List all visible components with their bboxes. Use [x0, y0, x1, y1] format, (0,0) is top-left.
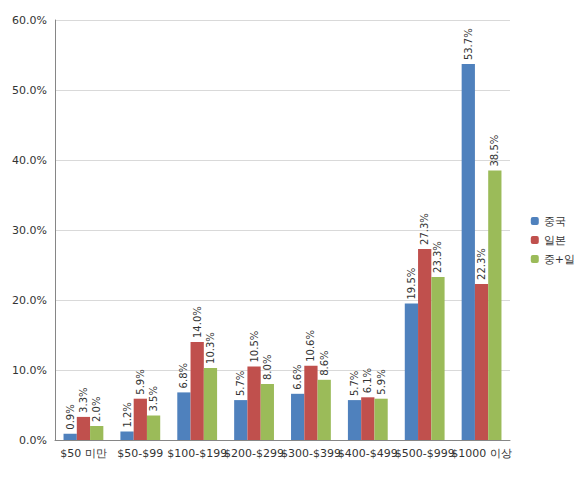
svg-text:53.7%: 53.7% — [463, 28, 474, 60]
svg-text:$1000 이상: $1000 이상 — [451, 447, 512, 460]
svg-text:10.3%: 10.3% — [205, 332, 216, 364]
svg-text:5.7%: 5.7% — [349, 371, 360, 396]
svg-text:0.9%: 0.9% — [65, 404, 76, 429]
svg-text:20.0%: 20.0% — [12, 294, 47, 307]
svg-text:일본: 일본 — [544, 234, 566, 247]
svg-text:중국: 중국 — [544, 215, 566, 228]
svg-text:6.6%: 6.6% — [292, 364, 303, 389]
svg-text:$100-$199: $100-$199 — [167, 447, 227, 460]
svg-text:$50-$99: $50-$99 — [117, 447, 163, 460]
svg-text:$400-$499: $400-$499 — [338, 447, 398, 460]
svg-text:$300-$399: $300-$399 — [281, 447, 341, 460]
svg-text:22.3%: 22.3% — [476, 248, 487, 280]
svg-text:5.9%: 5.9% — [376, 369, 387, 394]
svg-text:14.0%: 14.0% — [192, 306, 203, 338]
svg-text:중+일: 중+일 — [544, 253, 575, 266]
svg-text:3.3%: 3.3% — [78, 387, 89, 412]
svg-text:10.5%: 10.5% — [249, 331, 260, 363]
svg-text:1.2%: 1.2% — [122, 402, 133, 427]
svg-text:40.0%: 40.0% — [12, 154, 47, 167]
svg-text:10.6%: 10.6% — [305, 330, 316, 362]
svg-text:6.1%: 6.1% — [362, 368, 373, 393]
svg-text:23.3%: 23.3% — [432, 241, 443, 273]
svg-text:2.0%: 2.0% — [91, 397, 102, 422]
svg-text:8.0%: 8.0% — [262, 355, 273, 380]
svg-text:5.7%: 5.7% — [235, 371, 246, 396]
svg-text:0.0%: 0.0% — [19, 434, 47, 447]
svg-text:10.0%: 10.0% — [12, 364, 47, 377]
svg-text:$50 미만: $50 미만 — [60, 447, 107, 460]
svg-text:60.0%: 60.0% — [12, 14, 47, 27]
svg-text:38.5%: 38.5% — [489, 135, 500, 167]
svg-text:5.9%: 5.9% — [135, 369, 146, 394]
svg-text:50.0%: 50.0% — [12, 84, 47, 97]
svg-text:$500-$999: $500-$999 — [395, 447, 455, 460]
svg-text:8.6%: 8.6% — [319, 350, 330, 375]
svg-text:19.5%: 19.5% — [406, 268, 417, 300]
svg-text:6.8%: 6.8% — [178, 363, 189, 388]
svg-text:27.3%: 27.3% — [419, 213, 430, 245]
svg-text:30.0%: 30.0% — [12, 224, 47, 237]
svg-text:3.5%: 3.5% — [148, 386, 159, 411]
svg-text:$200-$299: $200-$299 — [224, 447, 284, 460]
